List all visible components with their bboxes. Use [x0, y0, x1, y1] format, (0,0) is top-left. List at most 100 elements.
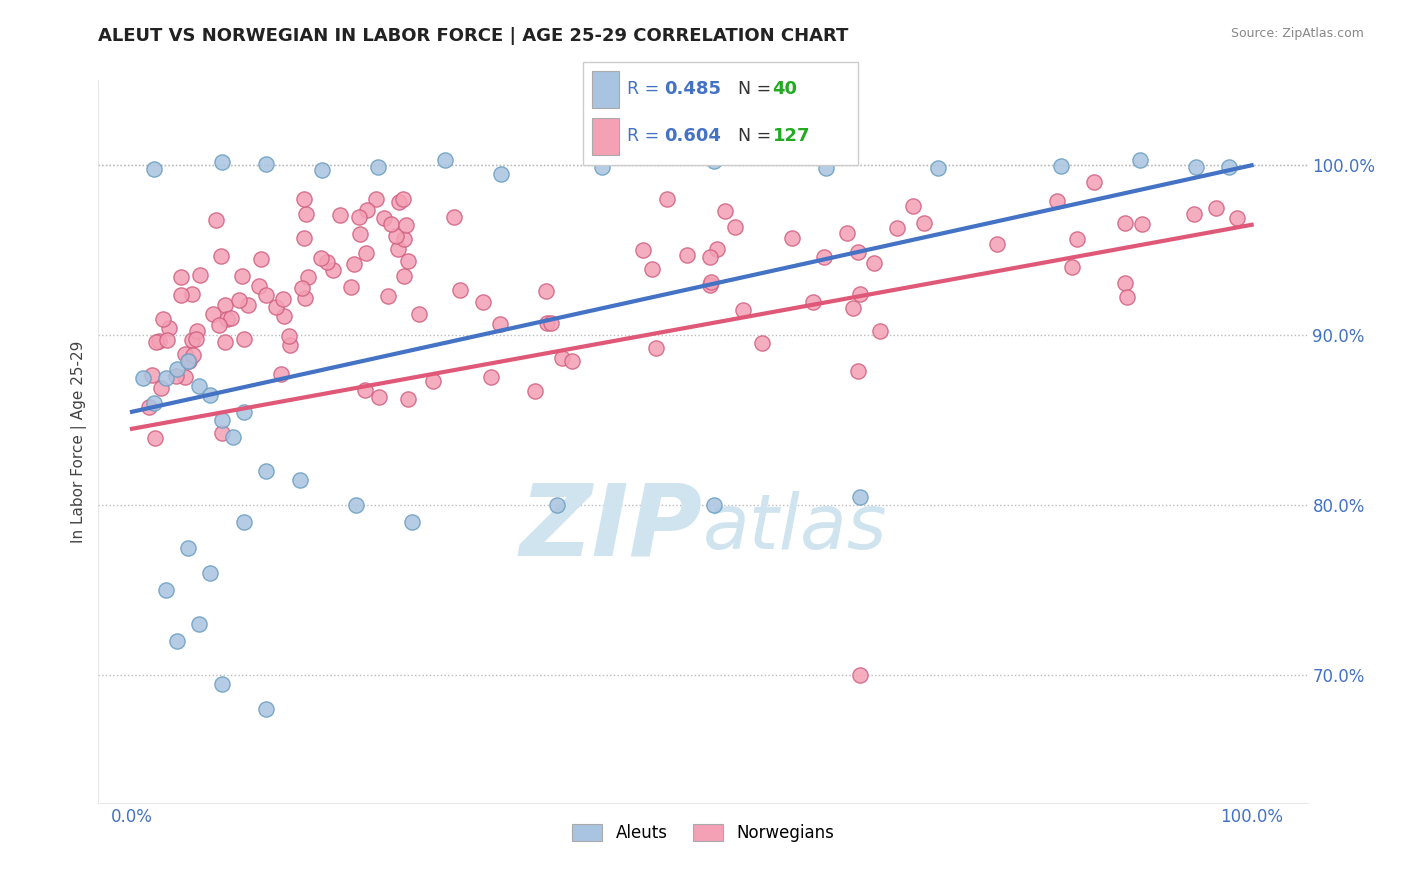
Point	[311, 163, 333, 178]
Point	[536, 317, 558, 331]
Text: Source: ZipAtlas.com: Source: ZipAtlas.com	[1230, 27, 1364, 40]
Point	[384, 229, 406, 244]
Point	[848, 490, 870, 504]
Point	[292, 231, 315, 245]
Text: N =: N =	[738, 80, 778, 98]
Point	[491, 167, 513, 181]
Point	[170, 269, 193, 284]
Point	[329, 208, 352, 222]
Point	[344, 498, 367, 512]
Point	[1226, 211, 1249, 225]
Point	[1130, 217, 1153, 231]
Point	[143, 161, 166, 176]
Point	[211, 677, 233, 691]
Point	[396, 392, 419, 407]
Point	[641, 261, 664, 276]
Point	[703, 153, 725, 168]
Point	[1050, 159, 1073, 173]
Point	[846, 364, 869, 378]
Point	[228, 293, 250, 307]
Point	[354, 246, 377, 260]
Point	[149, 381, 172, 395]
Text: N =: N =	[738, 128, 778, 145]
Point	[631, 243, 654, 257]
Point	[380, 217, 402, 231]
Point	[422, 374, 444, 388]
Point	[356, 202, 378, 217]
Point	[254, 464, 277, 478]
Point	[170, 287, 193, 301]
Point	[912, 215, 935, 229]
Point	[152, 312, 174, 326]
Point	[524, 384, 547, 399]
FancyBboxPatch shape	[592, 118, 619, 155]
Text: R =: R =	[627, 80, 665, 98]
Point	[165, 368, 187, 383]
Point	[396, 254, 419, 268]
Point	[278, 328, 301, 343]
Point	[373, 211, 395, 226]
Point	[155, 371, 177, 385]
Point	[835, 226, 858, 240]
Point	[644, 341, 666, 355]
Point	[377, 288, 399, 302]
Point	[177, 353, 200, 368]
Point	[471, 295, 494, 310]
Point	[156, 333, 179, 347]
Point	[208, 318, 231, 332]
Point	[703, 498, 725, 512]
Point	[181, 348, 204, 362]
Point	[159, 320, 181, 334]
Point	[699, 275, 721, 289]
Point	[364, 192, 387, 206]
Point	[264, 300, 287, 314]
Point	[388, 194, 411, 209]
Point	[927, 161, 949, 175]
Point	[1114, 216, 1136, 230]
Point	[367, 160, 389, 174]
Point	[1205, 201, 1227, 215]
Point	[309, 251, 332, 265]
Point	[188, 268, 211, 283]
Point	[181, 287, 204, 301]
Point	[292, 192, 315, 206]
Point	[434, 153, 457, 167]
Point	[1116, 290, 1139, 304]
Text: 40: 40	[773, 80, 797, 98]
Text: R =: R =	[627, 128, 665, 145]
Point	[201, 307, 224, 321]
Point	[188, 379, 211, 393]
Point	[443, 211, 465, 225]
Point	[1083, 175, 1105, 189]
Point	[1129, 153, 1152, 168]
Point	[316, 254, 339, 268]
Text: atlas: atlas	[703, 491, 887, 566]
Point	[143, 432, 166, 446]
Point	[551, 351, 574, 365]
Point	[184, 332, 207, 346]
Point	[1184, 161, 1206, 175]
Point	[214, 297, 236, 311]
FancyBboxPatch shape	[583, 62, 858, 165]
Point	[186, 324, 208, 338]
Point	[846, 245, 869, 260]
Point	[591, 160, 613, 174]
Point	[886, 220, 908, 235]
Point	[1066, 232, 1088, 246]
Point	[166, 634, 188, 648]
Point	[297, 270, 319, 285]
Point	[232, 332, 254, 346]
Text: 127: 127	[773, 128, 810, 145]
Point	[489, 317, 512, 331]
Point	[145, 334, 167, 349]
Point	[561, 353, 583, 368]
Point	[291, 281, 314, 295]
Text: ZIP: ZIP	[520, 480, 703, 577]
Point	[205, 213, 228, 227]
Point	[294, 291, 316, 305]
Point	[387, 242, 409, 256]
Point	[699, 278, 721, 293]
Point	[367, 390, 389, 404]
Point	[273, 309, 295, 323]
Point	[724, 220, 747, 235]
